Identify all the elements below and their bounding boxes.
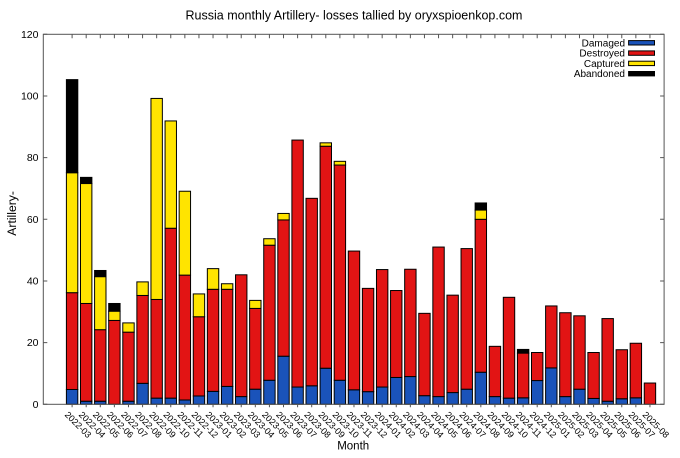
svg-text:Artillery-: Artillery- (5, 191, 19, 236)
svg-text:20: 20 (27, 337, 39, 349)
svg-text:60: 60 (27, 214, 39, 226)
svg-text:Abandoned: Abandoned (574, 69, 625, 80)
svg-text:Captured: Captured (584, 59, 625, 70)
svg-text:0: 0 (33, 399, 39, 411)
svg-text:100: 100 (21, 90, 39, 102)
svg-text:40: 40 (27, 275, 39, 287)
svg-text:80: 80 (27, 152, 39, 164)
svg-text:Damaged: Damaged (582, 38, 625, 49)
svg-text:Destroyed: Destroyed (579, 49, 625, 60)
svg-text:120: 120 (21, 29, 39, 41)
svg-text:Russia monthly Artillery- loss: Russia monthly Artillery- losses tallied… (186, 9, 523, 23)
svg-text:Month: Month (337, 441, 369, 453)
